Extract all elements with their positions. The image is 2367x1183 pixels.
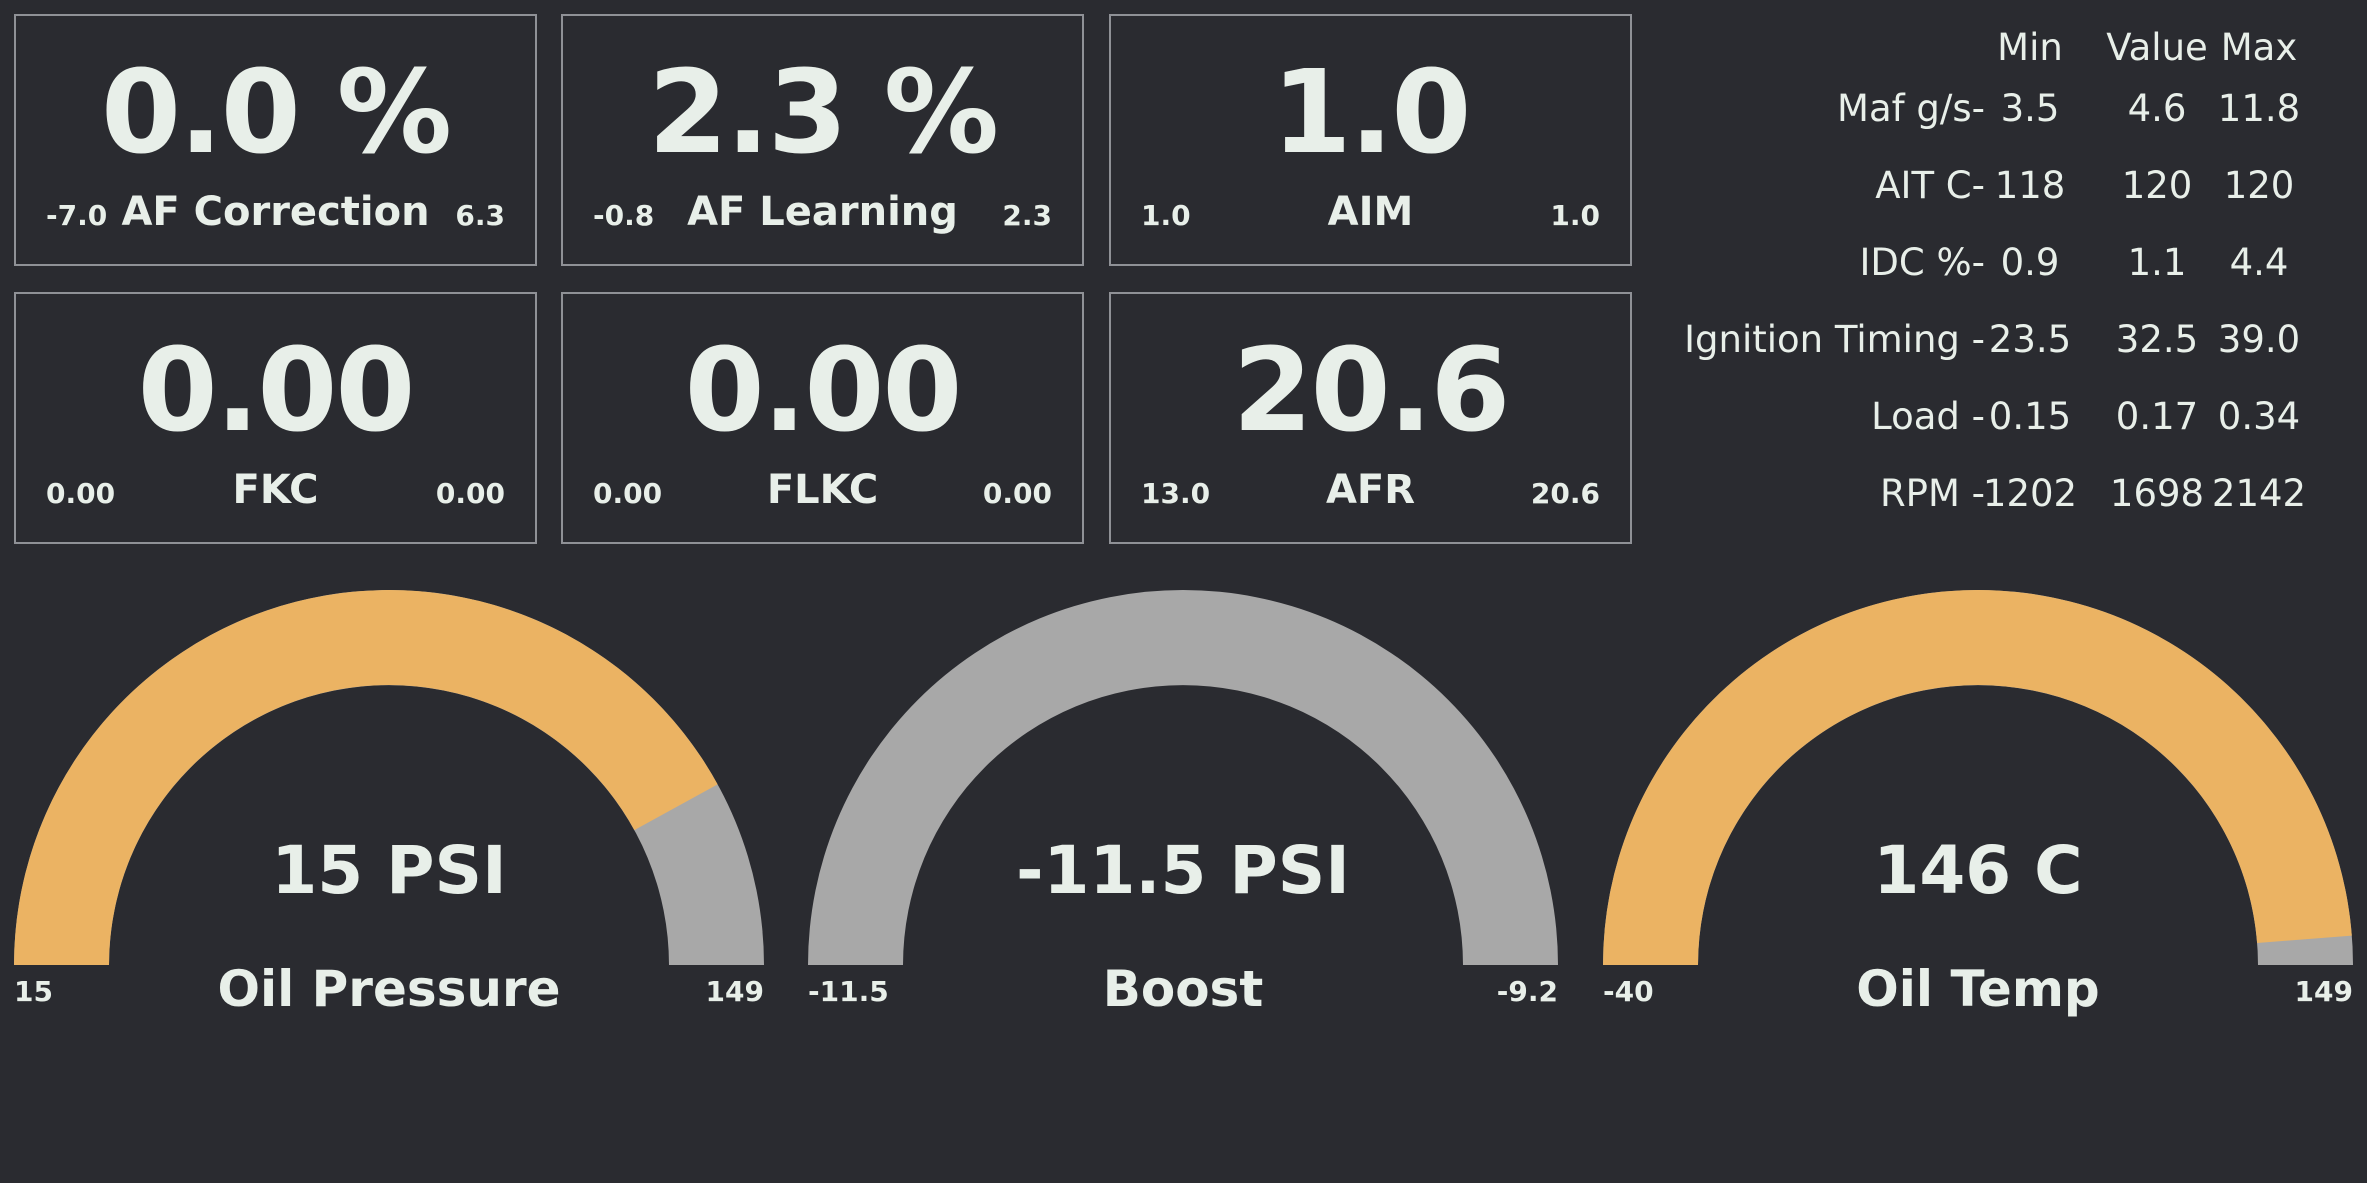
stats-row-min: 0.9 bbox=[2000, 241, 2060, 284]
stats-header-max: Max bbox=[2220, 26, 2298, 69]
stats-row-ignition-timing: Ignition Timing - 23.5 32.5 39.0 bbox=[1640, 315, 2320, 365]
oil-pressure-max: 149 bbox=[705, 975, 764, 1008]
aim-label: AIM bbox=[1327, 189, 1414, 235]
gauge-boost: -11.5 PSI -11.5 Boost -9.2 bbox=[808, 590, 1558, 1030]
stats-row-label: Load - bbox=[1871, 395, 1985, 438]
gauge-oil-temp: 146 C -40 Oil Temp 149 bbox=[1603, 590, 2353, 1030]
boost-label: Boost bbox=[1102, 960, 1264, 1018]
fkc-min: 0.00 bbox=[46, 477, 116, 510]
stats-row-min: 118 bbox=[1994, 164, 2066, 207]
stats-row-min: 3.5 bbox=[2000, 87, 2060, 130]
flkc-label: FLKC bbox=[766, 467, 879, 513]
stats-row-max: 39.0 bbox=[2217, 318, 2301, 361]
gauge-oil-pressure: 15 PSI 15 Oil Pressure 149 bbox=[14, 590, 764, 1030]
stats-row-max: 11.8 bbox=[2217, 87, 2301, 130]
stats-header-value: Value bbox=[2106, 26, 2208, 69]
stats-row-label: Ignition Timing - bbox=[1684, 318, 1985, 361]
stats-row-label: Maf g/s- bbox=[1837, 87, 1985, 130]
stats-row-value: 120 bbox=[2121, 164, 2193, 207]
af-correction-value: 0.0 % bbox=[101, 46, 452, 180]
stats-row-ait: AIT C- 118 120 120 bbox=[1640, 161, 2320, 211]
boost-gauge-arc bbox=[808, 590, 1558, 965]
flkc-value: 0.00 bbox=[684, 324, 963, 458]
stats-row-label: IDC %- bbox=[1859, 241, 1985, 284]
stats-row-value: 32.5 bbox=[2115, 318, 2199, 361]
boost-max: -9.2 bbox=[1496, 975, 1558, 1008]
oil-temp-label: Oil Temp bbox=[1856, 960, 2100, 1018]
boost-min: -11.5 bbox=[808, 975, 889, 1008]
af-correction-min: -7.0 bbox=[46, 199, 108, 232]
af-learning-value: 2.3 % bbox=[648, 46, 999, 180]
stats-row-value: 4.6 bbox=[2127, 87, 2187, 130]
af-learning-label: AF Learning bbox=[687, 189, 958, 235]
stats-row-maf: Maf g/s- 3.5 4.6 11.8 bbox=[1640, 84, 2320, 134]
afr-value: 20.6 bbox=[1232, 324, 1511, 458]
af-learning-max: 2.3 bbox=[1002, 199, 1052, 232]
tile-afr: 20.6 13.0 AFR 20.6 bbox=[1109, 292, 1632, 544]
stats-row-max: 0.34 bbox=[2217, 395, 2301, 438]
boost-value: -11.5 PSI bbox=[1016, 832, 1350, 909]
stats-row-value: 1698 bbox=[2109, 472, 2205, 515]
afr-min: 13.0 bbox=[1141, 477, 1211, 510]
stats-row-max: 4.4 bbox=[2229, 241, 2289, 284]
stats-row-label: AIT C- bbox=[1875, 164, 1985, 207]
af-learning-min: -0.8 bbox=[593, 199, 655, 232]
fkc-label: FKC bbox=[232, 467, 319, 513]
tile-fkc: 0.00 0.00 FKC 0.00 bbox=[14, 292, 537, 544]
stats-row-load: Load - 0.15 0.17 0.34 bbox=[1640, 392, 2320, 442]
stats-header-row: Min Value Max bbox=[1640, 23, 2320, 73]
stats-row-min: 23.5 bbox=[1988, 318, 2072, 361]
flkc-min: 0.00 bbox=[593, 477, 663, 510]
stats-row-min: 1202 bbox=[1982, 472, 2078, 515]
stats-row-max: 120 bbox=[2223, 164, 2295, 207]
flkc-max: 0.00 bbox=[982, 477, 1052, 510]
oil-pressure-value: 15 PSI bbox=[271, 832, 507, 909]
oil-pressure-gauge-arc bbox=[14, 590, 764, 965]
afr-max: 20.6 bbox=[1530, 477, 1600, 510]
fkc-max: 0.00 bbox=[435, 477, 505, 510]
oil-temp-max: 149 bbox=[2294, 975, 2353, 1008]
tile-af-correction: 0.0 % -7.0 AF Correction 6.3 bbox=[14, 14, 537, 266]
fkc-value: 0.00 bbox=[137, 324, 416, 458]
stats-row-value: 0.17 bbox=[2115, 395, 2199, 438]
tile-af-learning: 2.3 % -0.8 AF Learning 2.3 bbox=[561, 14, 1084, 266]
afr-label: AFR bbox=[1325, 467, 1416, 513]
aim-value: 1.0 bbox=[1271, 46, 1472, 180]
tile-flkc: 0.00 0.00 FLKC 0.00 bbox=[561, 292, 1084, 544]
oil-temp-gauge-arc bbox=[1603, 590, 2353, 965]
gauge-fill bbox=[1603, 590, 2352, 965]
oil-temp-value: 146 C bbox=[1873, 832, 2083, 909]
stats-row-min: 0.15 bbox=[1988, 395, 2072, 438]
stats-row-value: 1.1 bbox=[2127, 241, 2187, 284]
af-correction-max: 6.3 bbox=[455, 199, 505, 232]
gauge-fill bbox=[14, 590, 718, 965]
stats-row-rpm: RPM - 1202 1698 2142 bbox=[1640, 469, 2320, 519]
af-correction-label: AF Correction bbox=[121, 189, 430, 235]
aim-min: 1.0 bbox=[1141, 199, 1191, 232]
aim-max: 1.0 bbox=[1550, 199, 1600, 232]
stats-row-idc: IDC %- 0.9 1.1 4.4 bbox=[1640, 238, 2320, 288]
stats-row-max: 2142 bbox=[2211, 472, 2307, 515]
tile-aim: 1.0 1.0 AIM 1.0 bbox=[1109, 14, 1632, 266]
stats-row-label: RPM - bbox=[1879, 472, 1985, 515]
gauge-track bbox=[808, 590, 1558, 965]
oil-pressure-min: 15 bbox=[14, 975, 53, 1008]
stats-header-min: Min bbox=[1997, 26, 2063, 69]
oil-pressure-label: Oil Pressure bbox=[217, 960, 561, 1018]
oil-temp-min: -40 bbox=[1603, 975, 1654, 1008]
